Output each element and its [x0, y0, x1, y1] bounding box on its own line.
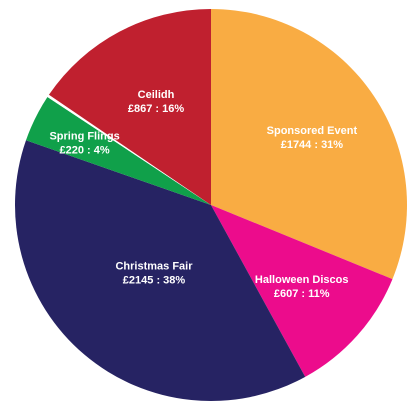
slice-label-value: £607 : 11%	[274, 288, 330, 300]
slice-label-name: Spring Flings	[49, 130, 119, 142]
slice-label-value: £1744 : 31%	[281, 139, 344, 151]
slice-gap	[47, 94, 212, 205]
slice-halloween-discos	[211, 205, 393, 377]
pie-slices	[15, 9, 407, 401]
slice-christmas-fair	[15, 140, 306, 401]
slice-spring-flings	[26, 96, 211, 205]
slice-ceilidh	[48, 9, 211, 205]
slice-label-value: £220 : 4%	[60, 144, 110, 156]
slice-label-name: Sponsored Event	[267, 125, 358, 137]
slice-label-value: £2145 : 38%	[123, 274, 186, 286]
slice-sponsored-event	[211, 9, 407, 280]
slice-label-name: Ceilidh	[138, 89, 175, 101]
slice-label-name: Christmas Fair	[115, 260, 193, 272]
pie-labels: Sponsored Event £1744 : 31% Halloween Disc…	[49, 89, 357, 300]
slice-label-name: Halloween Discos	[255, 274, 349, 286]
slice-label-value: £867 : 16%	[128, 103, 184, 115]
